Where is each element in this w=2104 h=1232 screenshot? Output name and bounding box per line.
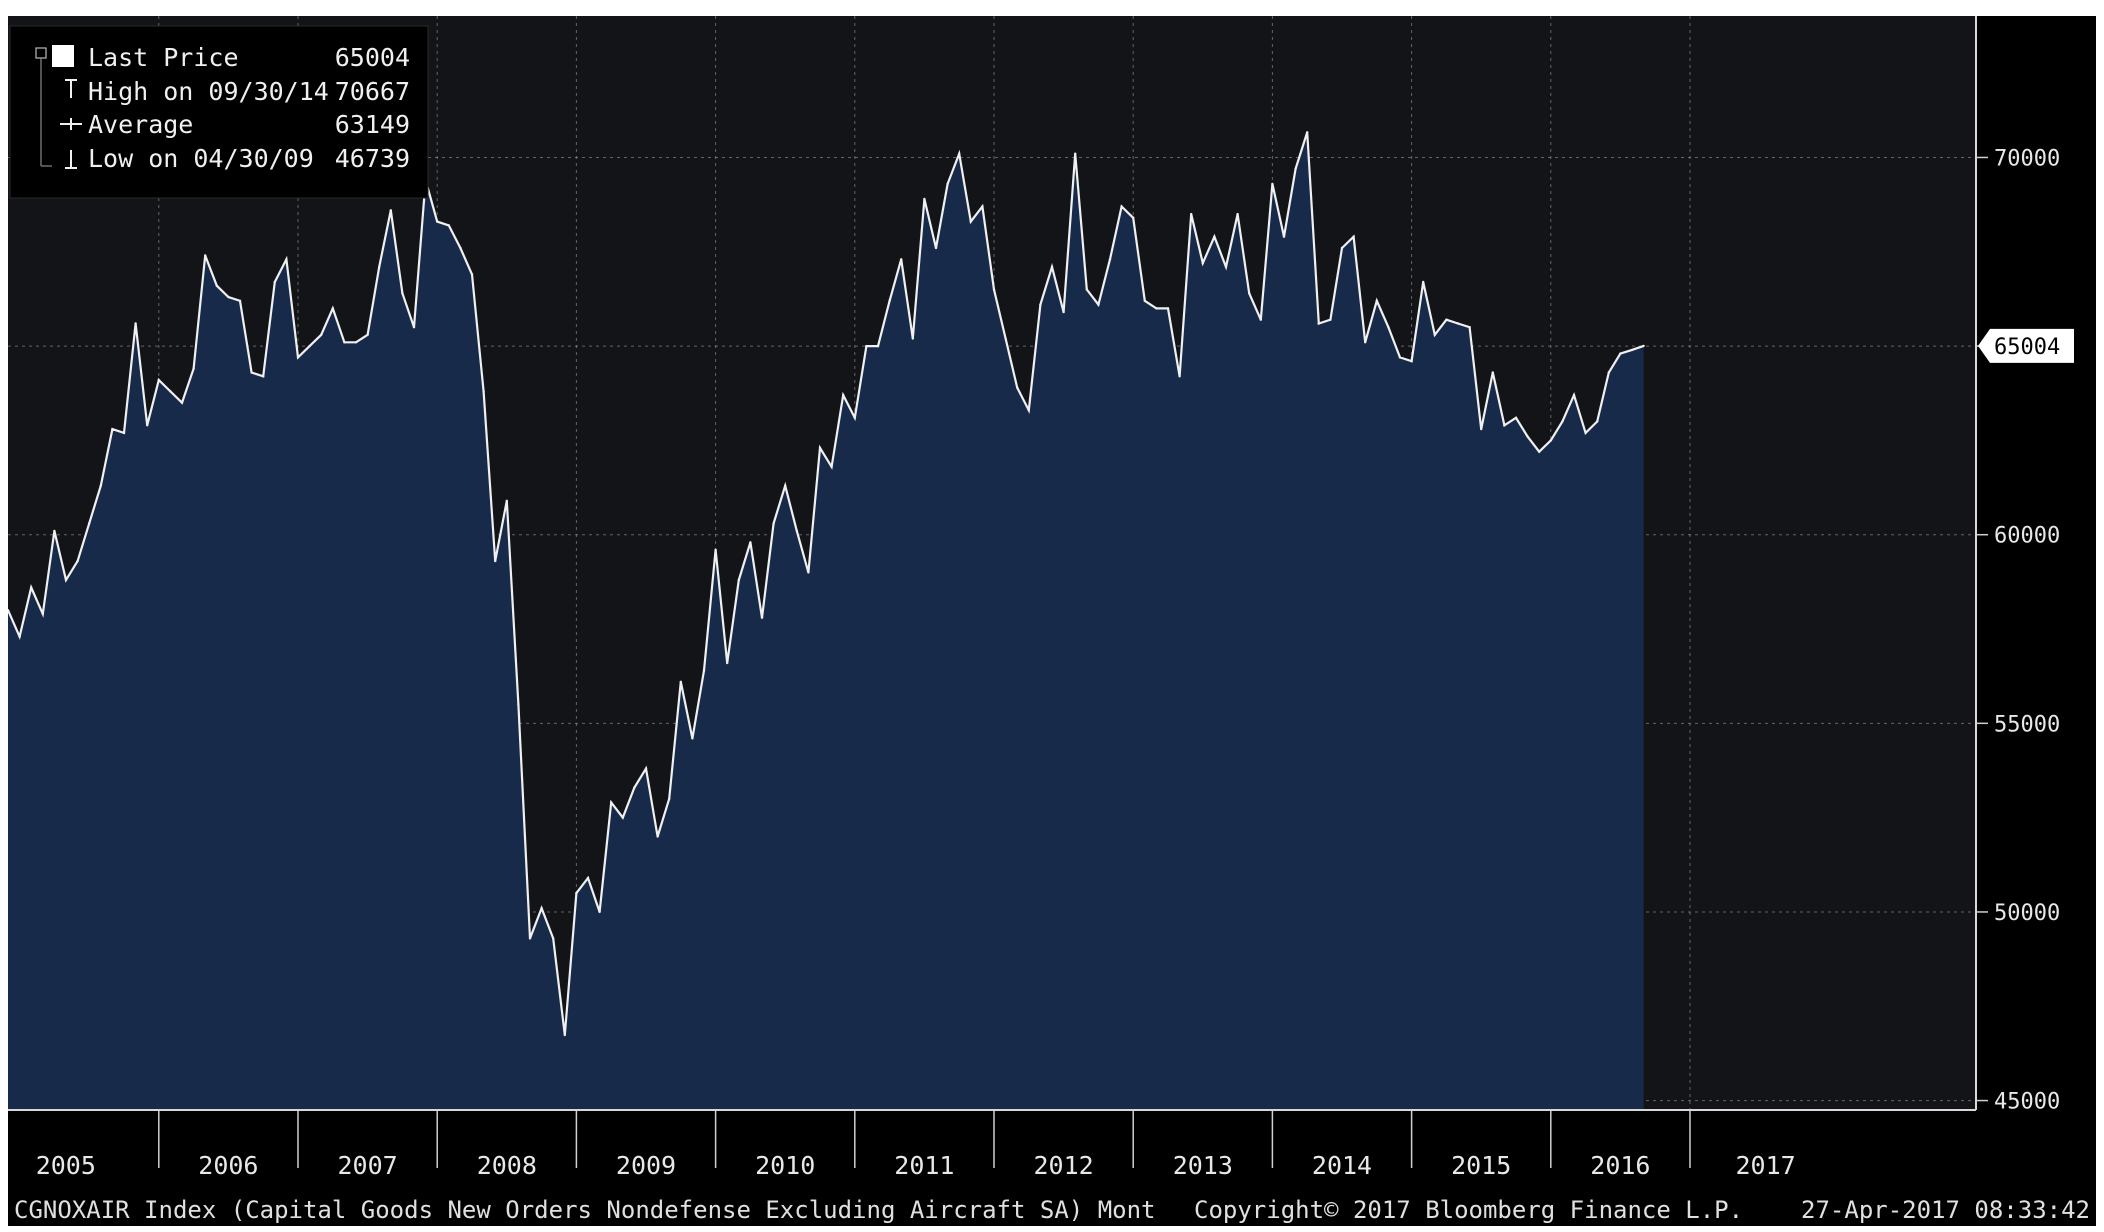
x-tick-label: 2008 (477, 1151, 537, 1180)
legend-background (9, 25, 429, 199)
y-tick-label: 70000 (1994, 146, 2060, 171)
low-marker-icon (65, 150, 77, 169)
legend-average-label: Average (88, 110, 193, 139)
legend-high-value: 70667 (335, 77, 410, 106)
y-tick-label: 45000 (1994, 1090, 2060, 1115)
series-area-fill (8, 132, 1644, 1111)
axes: 4500050000550006000065000700002005200620… (8, 16, 2060, 1180)
x-tick-label: 2014 (1312, 1151, 1372, 1180)
x-tick-label: 2016 (1590, 1151, 1650, 1180)
x-tick-label: 2010 (755, 1151, 815, 1180)
legend-low-value: 46739 (335, 144, 410, 173)
average-marker-icon (60, 118, 82, 130)
y-tick-label: 50000 (1994, 901, 2060, 926)
footer-ticker: CGNOXAIR Index (Capital Goods New Orders… (14, 1196, 1156, 1224)
x-tick-label: 2012 (1033, 1151, 1093, 1180)
last-value-tag-shape (1978, 328, 2074, 363)
footer-timestamp: 27-Apr-2017 08:33:42 (1801, 1196, 2090, 1224)
y-tick-label: 55000 (1994, 712, 2060, 737)
footer-copyright: Copyright© 2017 Bloomberg Finance L.P. (1194, 1196, 1743, 1224)
legend: Last Price 65004 High on 09/30/14 70667 … (9, 25, 429, 199)
x-tick-label: 2015 (1451, 1151, 1511, 1180)
x-tick-label: 2005 (36, 1151, 96, 1180)
x-tick-label: 2009 (616, 1151, 676, 1180)
legend-last-price-label: Last Price (88, 43, 239, 72)
legend-high-label: High on 09/30/14 (88, 77, 329, 106)
x-tick-label: 2007 (337, 1151, 397, 1180)
legend-low-label: Low on 04/30/09 (88, 144, 314, 173)
last-price-swatch-icon (52, 45, 74, 67)
x-tick-label: 2006 (198, 1151, 258, 1180)
x-tick-label: 2017 (1735, 1151, 1795, 1180)
chart-svg: 4500050000550006000065000700002005200620… (8, 16, 2090, 1224)
high-marker-icon (65, 79, 77, 98)
last-value-tag-text: 65004 (1994, 335, 2060, 360)
last-value-tag: 65004 (1978, 328, 2074, 363)
y-tick-label: 60000 (1994, 524, 2060, 549)
chart-frame: 4500050000550006000065000700002005200620… (8, 16, 2096, 1226)
series-line (8, 131, 1644, 1036)
x-tick-label: 2013 (1173, 1151, 1233, 1180)
x-tick-label: 2011 (894, 1151, 954, 1180)
legend-average-value: 63149 (335, 110, 410, 139)
legend-last-price-value: 65004 (335, 43, 410, 72)
